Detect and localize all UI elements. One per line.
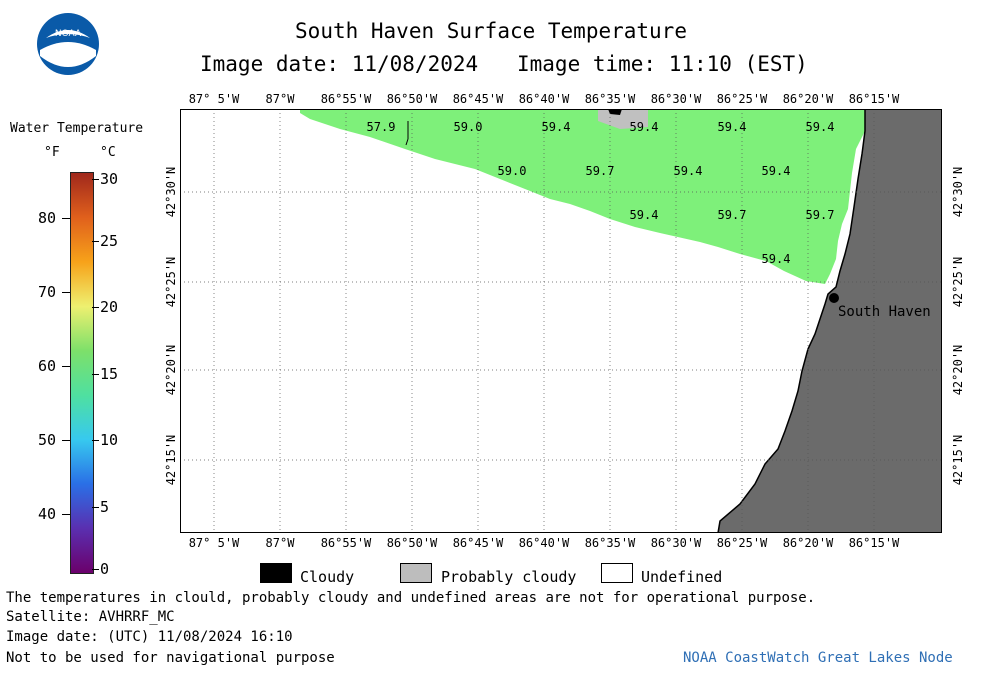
temperature-value-label: 59.7 bbox=[718, 208, 747, 222]
temperature-value-label: 59.0 bbox=[454, 120, 483, 134]
celsius-tick bbox=[92, 374, 99, 375]
longitude-label: 86°25'W bbox=[716, 92, 768, 106]
temperature-value-label: 59.4 bbox=[630, 120, 659, 134]
celsius-tick-label: 10 bbox=[100, 431, 119, 449]
celsius-tick-label: 30 bbox=[100, 170, 119, 188]
image-date: Image date: 11/08/2024 bbox=[200, 52, 479, 76]
longitude-label: 87°W bbox=[265, 92, 295, 106]
celsius-tick-label: 5 bbox=[100, 498, 110, 516]
temperature-value-label: 59.0 bbox=[498, 164, 527, 178]
fahrenheit-tick bbox=[62, 440, 70, 441]
latitude-label: 42°30'N bbox=[164, 166, 178, 218]
satellite-text: Satellite: AVHRRF_MC bbox=[6, 609, 175, 625]
longitude-label: 86°15'W bbox=[848, 536, 900, 550]
latitude-label: 42°25'N bbox=[164, 256, 178, 308]
fahrenheit-tick-label: 40 bbox=[38, 505, 57, 523]
celsius-tick bbox=[92, 307, 99, 308]
colorbar-gradient bbox=[70, 172, 94, 574]
longitude-label: 87° 5'W bbox=[188, 536, 240, 550]
longitude-label: 86°20'W bbox=[782, 536, 834, 550]
cloudy-swatch bbox=[260, 563, 292, 583]
latitude-label: 42°20'N bbox=[951, 344, 965, 396]
fahrenheit-tick-label: 70 bbox=[38, 283, 57, 301]
noaa-logo: NOAA bbox=[37, 13, 99, 75]
fahrenheit-tick bbox=[62, 292, 70, 293]
unit-celsius: °C bbox=[100, 145, 116, 160]
longitude-label: 86°25'W bbox=[716, 536, 768, 550]
image-time: Image time: 11:10 (EST) bbox=[517, 52, 808, 76]
shore-line bbox=[405, 121, 409, 146]
longitude-label: 86°50'W bbox=[386, 92, 438, 106]
colorbar-heading: Water Temperature bbox=[10, 121, 144, 136]
celsius-tick bbox=[92, 179, 99, 180]
latitude-label: 42°25'N bbox=[951, 256, 965, 308]
disclaimer-text: The temperatures in clould, probably clo… bbox=[6, 590, 816, 606]
fahrenheit-tick-label: 80 bbox=[38, 209, 57, 227]
utc-date-text: Image date: (UTC) 11/08/2024 16:10 bbox=[6, 629, 293, 645]
longitude-label: 86°20'W bbox=[782, 92, 834, 106]
fahrenheit-tick bbox=[62, 514, 70, 515]
latitude-label: 42°30'N bbox=[951, 166, 965, 218]
nav-warning-text: Not to be used for navigational purpose bbox=[6, 650, 335, 666]
celsius-tick-label: 25 bbox=[100, 232, 119, 250]
map-grid bbox=[180, 109, 942, 533]
unit-fahrenheit: °F bbox=[44, 145, 60, 160]
longitude-label: 86°55'W bbox=[320, 536, 372, 550]
cloudy-label: Cloudy bbox=[300, 568, 355, 586]
temperature-value-label: 59.4 bbox=[674, 164, 703, 178]
longitude-label: 86°40'W bbox=[518, 536, 570, 550]
longitude-label: 87°W bbox=[265, 536, 295, 550]
temperature-value-label: 59.4 bbox=[542, 120, 571, 134]
longitude-label: 86°45'W bbox=[452, 92, 504, 106]
undefined-label: Undefined bbox=[641, 568, 723, 586]
latitude-label: 42°15'N bbox=[951, 434, 965, 486]
svg-text:NOAA: NOAA bbox=[55, 29, 82, 39]
fahrenheit-tick-label: 50 bbox=[38, 431, 57, 449]
longitude-label: 86°40'W bbox=[518, 92, 570, 106]
undefined-swatch bbox=[601, 563, 633, 583]
longitude-label: 86°55'W bbox=[320, 92, 372, 106]
celsius-tick-label: 20 bbox=[100, 298, 119, 316]
longitude-label: 86°45'W bbox=[452, 536, 504, 550]
celsius-tick bbox=[92, 440, 99, 441]
longitude-label: 87° 5'W bbox=[188, 92, 240, 106]
fahrenheit-tick-label: 60 bbox=[38, 357, 57, 375]
temperature-labels: 57.9 59.0 59.4 59.4 59.4 59.4 59.0 59.7 59.4 59.4… bbox=[367, 120, 835, 266]
temperature-value-label: 59.4 bbox=[762, 164, 791, 178]
celsius-tick bbox=[92, 507, 99, 508]
credit-text: NOAA CoastWatch Great Lakes Node bbox=[683, 650, 953, 666]
longitude-label: 86°30'W bbox=[650, 536, 702, 550]
temperature-value-label: 59.4 bbox=[806, 120, 835, 134]
latitude-label: 42°20'N bbox=[164, 344, 178, 396]
temperature-value-label: 59.4 bbox=[630, 208, 659, 222]
latitude-label: 42°15'N bbox=[164, 434, 178, 486]
temperature-value-label: 59.4 bbox=[718, 120, 747, 134]
temperature-value-label: 59.4 bbox=[762, 252, 791, 266]
temperature-value-label: 59.7 bbox=[586, 164, 615, 178]
fahrenheit-tick bbox=[62, 366, 70, 367]
probably-cloudy-swatch bbox=[400, 563, 432, 583]
celsius-tick bbox=[92, 569, 99, 570]
longitude-label: 86°35'W bbox=[584, 536, 636, 550]
south-haven-marker bbox=[829, 293, 839, 303]
south-haven-label: South Haven bbox=[838, 304, 931, 320]
page-title: South Haven Surface Temperature bbox=[295, 19, 687, 43]
fahrenheit-tick bbox=[62, 218, 70, 219]
longitude-label: 86°15'W bbox=[848, 92, 900, 106]
temperature-map: 57.9 59.0 59.4 59.4 59.4 59.4 59.0 59.7 59.4 59.4… bbox=[180, 109, 942, 533]
temperature-value-label: 57.9 bbox=[367, 120, 396, 134]
temperature-value-label: 59.7 bbox=[806, 208, 835, 222]
probably-cloudy-label: Probably cloudy bbox=[441, 568, 577, 586]
celsius-tick-label: 0 bbox=[100, 560, 110, 578]
celsius-tick bbox=[92, 241, 99, 242]
longitude-label: 86°35'W bbox=[584, 92, 636, 106]
cloudy-area bbox=[608, 109, 622, 115]
longitude-label: 86°30'W bbox=[650, 92, 702, 106]
water-temperature-area bbox=[300, 109, 865, 284]
celsius-tick-label: 15 bbox=[100, 365, 119, 383]
longitude-label: 86°50'W bbox=[386, 536, 438, 550]
